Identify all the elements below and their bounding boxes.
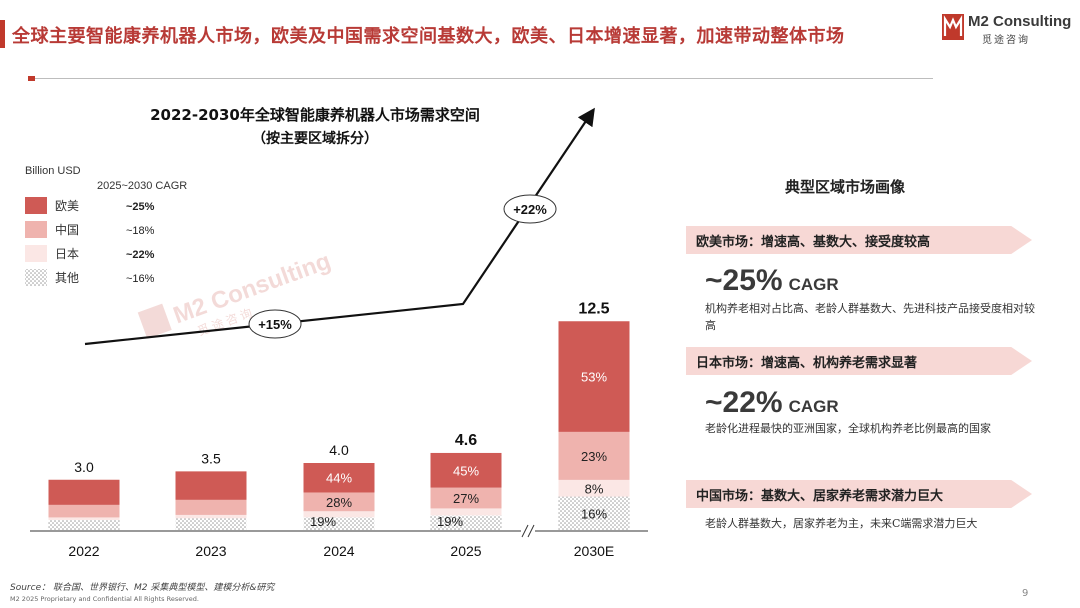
legend-swatch-europe <box>25 197 47 214</box>
bar-label-2030E-china: 23% <box>581 449 607 464</box>
banner-china-text: 中国市场：基数大、居家养老需求潜力巨大 <box>696 485 943 504</box>
bar-2023-europe <box>176 471 247 499</box>
legend-cagr-europe: ~25% <box>126 201 155 213</box>
watermark-logo-icon <box>138 304 172 339</box>
legend: 欧美 ~25% 中国 ~18% 日本 ~22% 其他 ~16% <box>25 197 155 286</box>
source-note: Source： 联合国、世界银行、M2 采集典型模型、建模分析&研究 <box>10 580 274 593</box>
cagr-japan-unit: CAGR <box>789 397 839 416</box>
legend-swatch-china <box>25 221 47 238</box>
banner-europe: 欧美市场：增速高、基数大、接受度较高 <box>686 226 1032 254</box>
legend-swatch-other <box>25 269 47 286</box>
legend-cagr-japan: ~22% <box>126 249 155 261</box>
market-size-chart: M2 Consulting 觅途咨询 2022-2030年全球智能康养机器人市场… <box>0 90 660 570</box>
bar-label-2025-europe: 45% <box>453 463 479 478</box>
page-title: 全球主要智能康养机器人市场，欧美及中国需求空间基数大，欧美、日本增速显著，加速带… <box>12 22 937 48</box>
bar-2023-other <box>176 518 247 530</box>
bar-label-2024-europe: 44% <box>326 471 352 486</box>
desc-china: 老龄人群基数大，居家养老为主，未来C端需求潜力巨大 <box>705 515 1035 532</box>
bar-2025-japan <box>431 508 502 515</box>
bar-2023-japan <box>176 515 247 518</box>
bar-2022-other <box>49 520 120 530</box>
bar-2023-china <box>176 500 247 515</box>
x-tick-2024: 2024 <box>323 543 354 559</box>
legend-label-japan: 日本 <box>55 247 79 261</box>
legend-swatch-japan <box>25 245 47 262</box>
desc-japan: 老龄化进程最快的亚洲国家，全球机构养老比例最高的国家 <box>705 420 1035 437</box>
cagr-europe-value: ~25% <box>705 264 783 297</box>
bar-2022-china <box>49 505 120 518</box>
desc-europe: 机构养老相对占比高、老龄人群基数大、先进科技产品接受度相对较高 <box>705 300 1035 334</box>
bar-2022-japan <box>49 517 120 520</box>
page-number: 9 <box>1022 588 1028 599</box>
x-tick-2023: 2023 <box>195 543 226 559</box>
bar-2022-europe <box>49 480 120 505</box>
company-logo: M2 Consulting 觅途咨询 <box>942 10 1074 48</box>
chart-subtitle: （按主要区域拆分） <box>252 130 378 147</box>
x-tick-2022: 2022 <box>68 543 99 559</box>
copyright: M2 2025 Proprietary and Confidential All… <box>10 595 199 603</box>
chart-title: 2022-2030年全球智能康养机器人市场需求空间 <box>150 106 480 124</box>
legend-label-other: 其他 <box>55 271 79 285</box>
cagr-japan: ~22% CAGR <box>705 386 839 420</box>
banner-japan-text: 日本市场：增速高、机构养老需求显著 <box>696 352 917 371</box>
bar-label-2025-china: 27% <box>453 491 479 506</box>
panel-title: 典型区域市场画像 <box>785 176 905 197</box>
cagr-europe: ~25% CAGR <box>705 264 839 298</box>
title-accent-bar <box>0 20 5 48</box>
header-divider <box>28 78 933 79</box>
banner-japan: 日本市场：增速高、机构养老需求显著 <box>686 347 1032 375</box>
watermark: M2 Consulting 觅途咨询 <box>138 245 340 356</box>
bar-label-2030E-other: 16% <box>581 506 607 521</box>
unit-label: Billion USD <box>25 165 81 177</box>
growth-label-2025-2030: +22% <box>513 202 547 217</box>
total-label-2030E: 12.5 <box>578 300 609 317</box>
x-tick-2030E: 2030E <box>574 543 614 559</box>
legend-label-china: 中国 <box>55 222 79 237</box>
logo-text: M2 Consulting <box>968 13 1071 30</box>
growth-label-2022-2025: +15% <box>258 317 292 332</box>
x-tick-2025: 2025 <box>450 543 481 559</box>
legend-cagr-china: ~18% <box>126 225 155 237</box>
bar-label-2030E-europe: 53% <box>581 370 607 385</box>
total-label-2024: 4.0 <box>329 442 349 458</box>
legend-cagr-other: ~16% <box>126 273 155 285</box>
bar-label-2024-china: 28% <box>326 495 352 510</box>
legend-header: 2025~2030 CAGR <box>97 180 187 192</box>
m2-logo-icon <box>942 12 964 42</box>
cagr-europe-unit: CAGR <box>789 275 839 294</box>
banner-china: 中国市场：基数大、居家养老需求潜力巨大 <box>686 480 1032 508</box>
legend-label-europe: 欧美 <box>55 199 79 213</box>
cagr-japan-value: ~22% <box>705 386 783 419</box>
bar-label-2025-other: 19% <box>437 514 463 529</box>
header-divider-accent <box>28 76 35 81</box>
logo-subtext: 觅途咨询 <box>982 31 1030 46</box>
axis-break-icon <box>521 525 535 537</box>
banner-europe-text: 欧美市场：增速高、基数大、接受度较高 <box>696 231 930 250</box>
total-label-2025: 4.6 <box>455 432 477 449</box>
total-label-2023: 3.5 <box>201 450 221 466</box>
total-label-2022: 3.0 <box>74 459 94 475</box>
bar-label-2030E-japan: 8% <box>585 481 604 496</box>
